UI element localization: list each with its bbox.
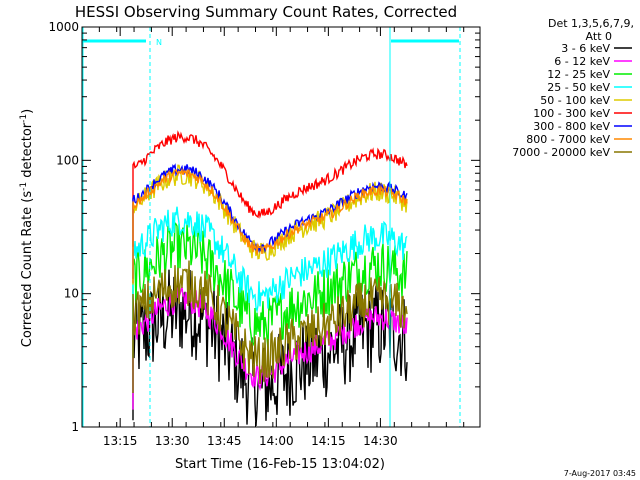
y-axis-label-main: Corrected Count Rate (s [20,191,35,348]
y-axis: 1 10 100 1000 [48,20,480,434]
series-line-6 [132,130,408,247]
y-axis-label-end: ) [20,109,35,114]
legend-label-2: 6 - 12 keV [554,55,610,68]
y-tick-label: 1 [71,420,79,434]
legend-label-5: 50 - 100 keV [540,94,610,107]
legend-header-1: Det 1,3,5,6,7,9, [548,17,634,30]
plot-frame [81,26,481,428]
legend-label-9: 7000 - 20000 keV [512,146,610,159]
legend-label-6: 100 - 300 keV [533,107,610,120]
x-tick-label: 13:15 [103,434,138,448]
legend-label-3: 12 - 25 keV [547,68,610,81]
series-line-9 [132,260,408,393]
series-line-8 [132,167,408,284]
series-layer [132,130,408,426]
x-tick-label: 14:30 [363,434,398,448]
legend-label-1: 3 - 6 keV [561,42,610,55]
footer-date: 7-Aug-2017 03:45 [564,469,636,478]
series-line-7 [132,163,408,279]
y-axis-label-mid: detector [20,122,35,182]
y-tick-label: 10 [64,287,79,301]
y-tick-label: 1000 [48,20,79,34]
x-tick-label: 13:45 [207,434,242,448]
legend-label-7: 300 - 800 keV [533,120,610,133]
overlay-layer: N [82,27,461,427]
x-axis: 13:15 13:30 13:45 14:00 14:15 14:30 [81,27,465,448]
x-tick-label: 13:30 [155,434,190,448]
y-axis-label: Corrected Count Rate (s-1 detector-1) [19,109,35,347]
x-tick-label: 14:15 [311,434,346,448]
x-tick-label: 14:00 [259,434,294,448]
legend-header-2: Att 0 [586,30,612,43]
y-axis-label-sup1: -1 [19,182,29,191]
flag-label: N [156,38,162,47]
y-tick-label: 100 [56,153,79,167]
series-line-5 [132,164,408,285]
x-axis-label: Start Time (16-Feb-15 13:04:02) [175,457,385,472]
chart-title: HESSI Observing Summary Count Rates, Cor… [75,3,457,21]
y-axis-label-sup2: -1 [19,114,29,123]
series-line-4 [132,206,408,330]
legend-label-4: 25 - 50 keV [547,81,610,94]
legend-label-8: 800 - 7000 keV [526,133,610,146]
